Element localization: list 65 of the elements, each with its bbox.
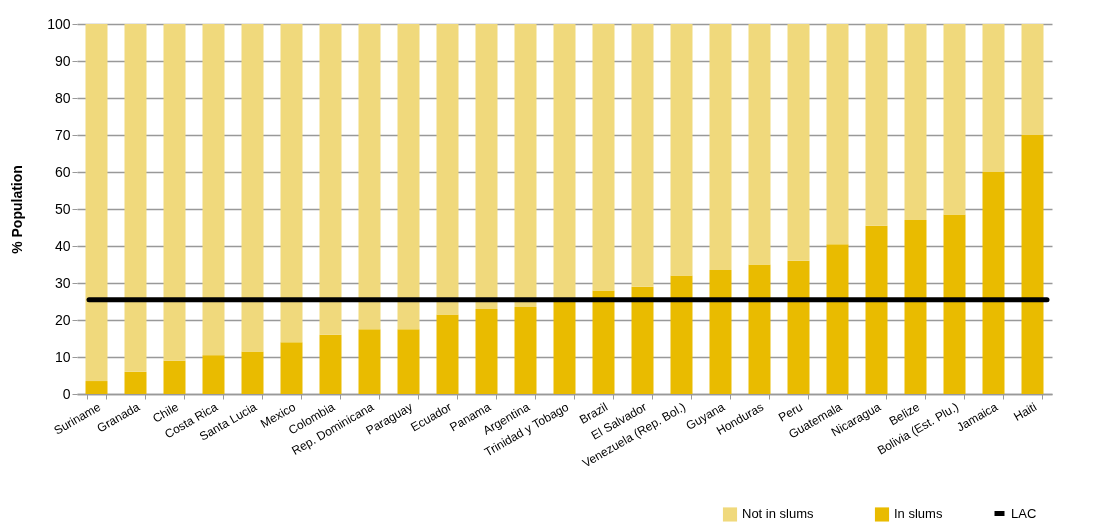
- bar: [592, 24, 615, 291]
- bar: [397, 329, 420, 394]
- bar: [982, 172, 1005, 394]
- bar: [436, 314, 459, 394]
- y-tick-label: 10: [54, 348, 71, 365]
- bar: [709, 24, 732, 271]
- bar: [865, 225, 888, 394]
- bar: [670, 24, 693, 276]
- bar: [319, 334, 342, 394]
- bar: [709, 270, 732, 394]
- y-tick-label: 80: [54, 89, 71, 106]
- bar: [826, 244, 849, 394]
- legend-label: LAC: [1011, 505, 1037, 521]
- bar: [163, 24, 186, 361]
- y-tick-label: 90: [54, 52, 71, 69]
- y-tick-label: 70: [54, 126, 71, 143]
- x-tick-label: Haiti: [1011, 399, 1039, 424]
- bar: [241, 351, 264, 394]
- bar: [319, 24, 342, 335]
- bar: [1021, 24, 1044, 135]
- bar: [865, 24, 888, 226]
- y-axis-title: % Population: [9, 165, 26, 254]
- bar: [397, 24, 420, 330]
- bar: [982, 24, 1005, 172]
- bar: [1021, 135, 1044, 394]
- y-tick-label: 40: [54, 237, 71, 254]
- y-tick-label: 50: [54, 200, 71, 217]
- bar: [358, 329, 381, 394]
- bar: [280, 24, 303, 343]
- y-tick-label: 60: [54, 163, 71, 180]
- bar: [553, 301, 576, 394]
- bar: [787, 260, 810, 394]
- bar: [124, 371, 147, 394]
- bar: [943, 24, 966, 215]
- bar: [358, 24, 381, 330]
- bar: [631, 24, 654, 287]
- bar: [592, 290, 615, 394]
- bar: [748, 264, 771, 394]
- y-tick-label: 20: [54, 311, 71, 328]
- bar: [475, 24, 498, 309]
- y-tick-label: 0: [62, 385, 71, 402]
- legend-label: In slums: [894, 506, 943, 522]
- bar: [748, 24, 771, 265]
- bar: [826, 24, 849, 245]
- bar: [904, 220, 927, 394]
- bar: [904, 24, 927, 221]
- bar: [85, 24, 108, 382]
- y-tick-label: 30: [54, 274, 71, 291]
- bar: [280, 342, 303, 394]
- bar: [436, 24, 459, 315]
- bar: [85, 381, 108, 394]
- bar: [943, 214, 966, 394]
- y-tick-label: 100: [47, 15, 71, 32]
- bar: [670, 275, 693, 394]
- legend-label: Not in slums: [742, 506, 815, 522]
- bar: [241, 24, 264, 352]
- bar: [787, 24, 810, 261]
- bar: [124, 24, 147, 372]
- bar: [514, 307, 537, 394]
- bar: [202, 24, 225, 356]
- bar: [163, 360, 186, 394]
- bar: [514, 24, 537, 308]
- bar: [631, 286, 654, 394]
- bar: [202, 355, 225, 394]
- bar: [475, 308, 498, 394]
